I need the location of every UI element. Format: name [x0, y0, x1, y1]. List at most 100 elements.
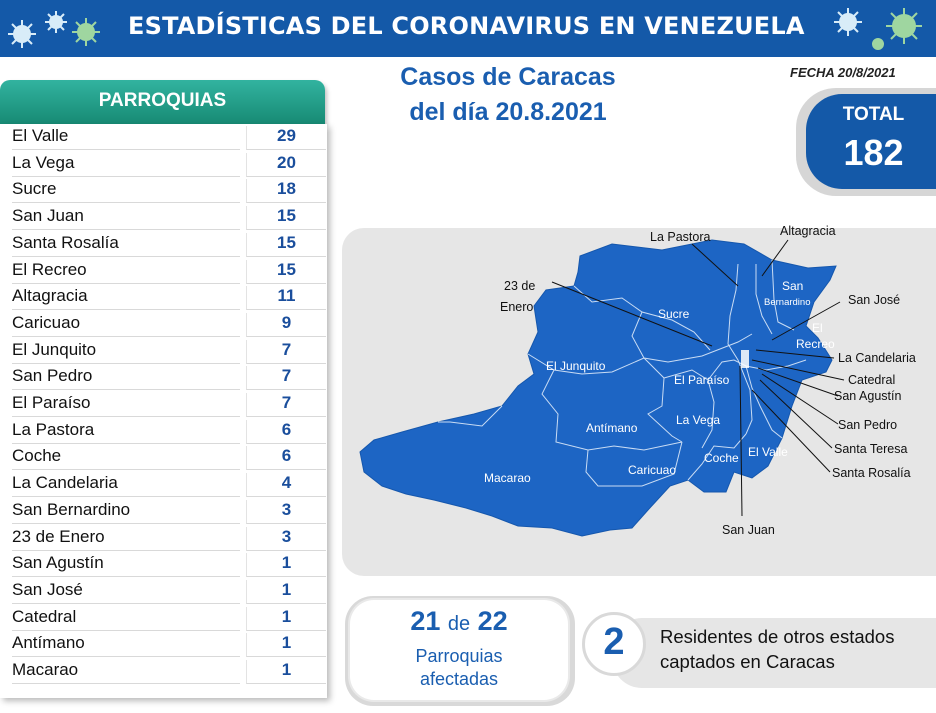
- case-count: 7: [246, 393, 326, 417]
- map-label-la-candelaria: La Candelaria: [838, 351, 916, 365]
- map-label-la-vega: La Vega: [676, 413, 720, 427]
- case-count: 6: [246, 446, 326, 471]
- table-row: El Recreo 15: [6, 258, 326, 284]
- parroquia-name: San Pedro: [12, 366, 240, 391]
- parroquia-name: La Vega: [12, 153, 240, 177]
- table-header: PARROQUIAS: [0, 80, 325, 124]
- total-badge: TOTAL 182: [806, 94, 936, 189]
- parroquia-name: El Recreo: [12, 260, 240, 284]
- parroquia-name: Antímano: [12, 633, 240, 658]
- map-label-caricuao: Caricuao: [628, 463, 676, 477]
- table-row: La Candelaria 4: [6, 471, 326, 498]
- table-row: Catedral 1: [6, 605, 326, 631]
- table-header-label: PARROQUIAS: [98, 90, 227, 111]
- map-label-23-de: 23 de: [504, 279, 535, 293]
- case-count: 6: [246, 419, 326, 444]
- total-value: 182: [843, 132, 904, 173]
- header-banner: ESTADÍSTICAS DEL CORONAVIRUS EN VENEZUEL…: [0, 0, 936, 57]
- virus-icon: [834, 8, 922, 50]
- catedral-shape: [741, 350, 749, 368]
- afectadas-count: 21: [410, 606, 441, 636]
- residentes-count-circle: 2: [582, 612, 646, 676]
- case-count: 1: [246, 660, 326, 684]
- table-row: El Paraíso 7: [6, 391, 326, 417]
- residentes-text: Residentes de otros estados captados en …: [660, 624, 894, 674]
- map-title-line1: Casos de Caracas: [400, 63, 616, 91]
- map-label-la-pastora: La Pastora: [650, 230, 711, 244]
- case-count: 1: [246, 579, 326, 604]
- map-label-altagracia: Altagracia: [780, 224, 836, 238]
- case-count: 1: [246, 633, 326, 658]
- map-landmass: [359, 239, 837, 537]
- table-body: El Valle 29 La Vega 20 Sucre 18 San Juan 15 …: [0, 124, 327, 698]
- table-row: San Bernardino 3: [6, 498, 326, 524]
- parroquia-borders: [438, 259, 807, 487]
- table-row: Coche 6: [6, 444, 326, 471]
- case-count: 7: [246, 366, 326, 391]
- map-label-el-junquito: El Junquito: [546, 359, 606, 373]
- case-count: 1: [246, 553, 326, 578]
- map-label-catedral: Catedral: [848, 373, 895, 387]
- residentes-line2: captados en Caracas: [660, 651, 835, 672]
- case-count: 4: [246, 473, 326, 498]
- parroquia-name: San Agustín: [12, 553, 240, 578]
- map-label-san: San: [782, 279, 803, 293]
- map-title-line2: del día 20.8.2021: [409, 98, 607, 126]
- case-count: 18: [246, 179, 326, 204]
- table-row: San Pedro 7: [6, 364, 326, 391]
- table-row: 23 de Enero 3: [6, 525, 326, 551]
- table-row: La Pastora 6: [6, 418, 326, 444]
- parroquia-name: 23 de Enero: [12, 527, 240, 551]
- case-count: 20: [246, 152, 326, 177]
- parroquia-name: Santa Rosalía: [12, 233, 240, 257]
- caracas-map: San Bernardino El Recreo Sucre El Junqui…: [359, 224, 916, 537]
- parroquia-name: San Juan: [12, 206, 240, 231]
- afectadas-line1: Parroquias: [415, 646, 503, 666]
- table-row: Caricuao 9: [6, 311, 326, 337]
- table-row: San Agustín 1: [6, 551, 326, 578]
- map-label-santa-teresa: Santa Teresa: [834, 442, 907, 456]
- parroquia-name: San Bernardino: [12, 500, 240, 524]
- afectadas-de: de: [447, 613, 471, 635]
- case-count: 7: [246, 339, 326, 364]
- map-label-san-pedro: San Pedro: [838, 418, 897, 432]
- table-row: La Vega 20: [6, 151, 326, 177]
- report-date: FECHA 20/8/2021: [790, 65, 896, 80]
- map-label-san-agustin: San Agustín: [834, 389, 901, 403]
- table-row: Altagracia 11: [6, 284, 326, 311]
- afectadas-card: 21 de 22 Parroquias afectadas: [350, 600, 568, 700]
- map-label-coche: Coche: [704, 451, 739, 465]
- afectadas-total: 22: [477, 606, 508, 636]
- case-count: 3: [246, 499, 326, 524]
- leader-lines: [551, 239, 845, 517]
- residentes-line1: Residentes de otros estados: [660, 626, 895, 647]
- case-count: 15: [246, 206, 326, 231]
- residentes-count: 2: [603, 621, 625, 663]
- table-row: Sucre 18: [6, 177, 326, 204]
- parroquia-name: El Valle: [12, 126, 240, 150]
- header-title: ESTADÍSTICAS DEL CORONAVIRUS EN VENEZUEL…: [128, 12, 805, 40]
- parroquia-name: El Paraíso: [12, 393, 240, 417]
- total-label: TOTAL: [842, 104, 905, 125]
- parroquia-name: Coche: [12, 446, 240, 471]
- parroquia-name: La Pastora: [12, 420, 240, 444]
- case-count: 1: [246, 606, 326, 631]
- case-count: 3: [246, 526, 326, 551]
- parroquia-name: Caricuao: [12, 313, 240, 337]
- table-row: Antímano 1: [6, 631, 326, 658]
- residentes-band: [612, 618, 936, 688]
- map-label-enero: Enero: [500, 300, 533, 314]
- parroquia-name: Macarao: [12, 660, 240, 684]
- map-label-el-valle: El Valle: [748, 445, 788, 459]
- map-label-recreo: Recreo: [796, 337, 835, 351]
- case-count: 9: [246, 312, 326, 337]
- case-count: 29: [246, 126, 326, 150]
- parroquia-name: Altagracia: [12, 286, 240, 311]
- afectadas-count-line: 21 de 22: [350, 606, 568, 637]
- afectadas-line2: afectadas: [419, 669, 499, 689]
- map-label-santa-rosalia: Santa Rosalía: [832, 466, 911, 480]
- table-row: Macarao 1: [6, 658, 326, 684]
- table-row: El Junquito 7: [6, 338, 326, 364]
- map-label-san-juan: San Juan: [722, 523, 775, 537]
- case-count: 15: [246, 232, 326, 257]
